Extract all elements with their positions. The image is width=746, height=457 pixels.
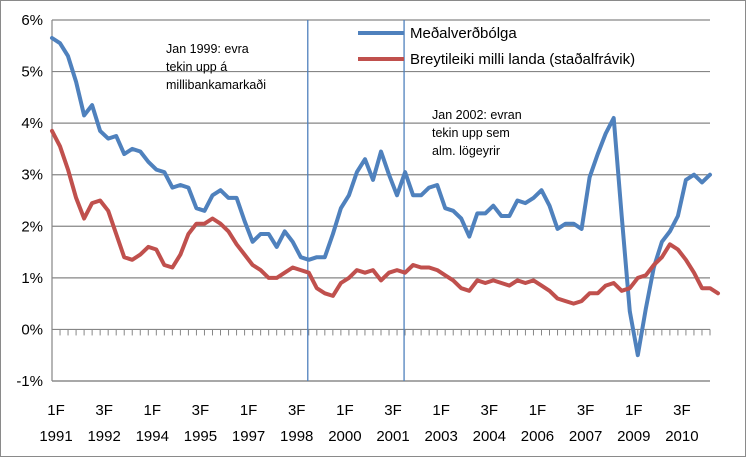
- y-tick-label: 4%: [21, 115, 43, 132]
- x-tick-label-year: 2009: [617, 428, 650, 445]
- x-tick-label-year: 2000: [328, 428, 361, 445]
- x-tick-label-quarter: 3F: [577, 402, 595, 419]
- annotation-text: alm. lögeyrir: [432, 144, 500, 158]
- annotation-text: tekin upp á: [166, 60, 227, 74]
- x-tick-label-year: 2004: [473, 428, 506, 445]
- y-tick-label: 1%: [21, 270, 43, 287]
- x-tick-label-quarter: 1F: [529, 402, 547, 419]
- series-line-1: [50, 36, 712, 358]
- x-tick-label-year: 1992: [87, 428, 120, 445]
- y-tick-label: 2%: [21, 218, 43, 235]
- x-tick-label-year: 1997: [232, 428, 265, 445]
- gridlines: [52, 19, 710, 382]
- x-tick-label-year: 2001: [376, 428, 409, 445]
- x-tick-label-quarter: 1F: [240, 402, 258, 419]
- x-tick-label-quarter: 1F: [625, 402, 643, 419]
- legend-label: Meðalverðbólga: [410, 25, 517, 42]
- y-tick-label: 6%: [21, 12, 43, 29]
- annotation-text: tekin upp sem: [432, 126, 510, 140]
- x-tick-label-quarter: 3F: [288, 402, 306, 419]
- x-tick-label-year: 1995: [184, 428, 217, 445]
- x-tick-label-quarter: 1F: [432, 402, 450, 419]
- annotation-text: millibankamarkaði: [166, 78, 266, 92]
- y-tick-label: 3%: [21, 167, 43, 184]
- annotation-text: Jan 2002: evran: [432, 108, 522, 122]
- x-tick-label-quarter: 1F: [144, 402, 162, 419]
- x-tick-label-year: 2003: [424, 428, 457, 445]
- annotation-text: Jan 1999: evra: [166, 42, 249, 56]
- x-tick-label-year: 1994: [136, 428, 169, 445]
- series-line-2: [50, 128, 720, 306]
- x-tick-label-year: 2007: [569, 428, 602, 445]
- series-layer: [50, 36, 720, 358]
- x-tick-label-year: 1998: [280, 428, 313, 445]
- x-tick-label-quarter: 1F: [47, 402, 65, 419]
- axes: -1% 0% 1% 2% 3% 4% 5% 6% 1F 1991 3F 1992 1F 1994 3F 199…: [16, 12, 711, 445]
- annotation-layer: Jan 1999: evra tekin upp á millibankamarka…: [166, 20, 522, 381]
- x-tick-label-year: 2006: [521, 428, 554, 445]
- y-tick-label: 5%: [21, 64, 43, 81]
- x-tick-label-quarter: 3F: [384, 402, 402, 419]
- x-tick-label-year: 1991: [39, 428, 72, 445]
- legend-label: Breytileiki milli landa (staðalfrávik): [410, 51, 635, 68]
- y-tick-label: 0%: [21, 321, 43, 338]
- x-tick-label-quarter: 3F: [481, 402, 499, 419]
- x-tick-label-quarter: 3F: [192, 402, 210, 419]
- x-tick-label-year: 2010: [665, 428, 698, 445]
- x-tick-label-quarter: 1F: [336, 402, 354, 419]
- y-tick-label: -1%: [16, 373, 43, 390]
- x-tick-label-quarter: 3F: [673, 402, 691, 419]
- legend: Meðalverðbólga Breytileiki milli landa (s…: [358, 25, 635, 68]
- x-tick-label-quarter: 3F: [95, 402, 113, 419]
